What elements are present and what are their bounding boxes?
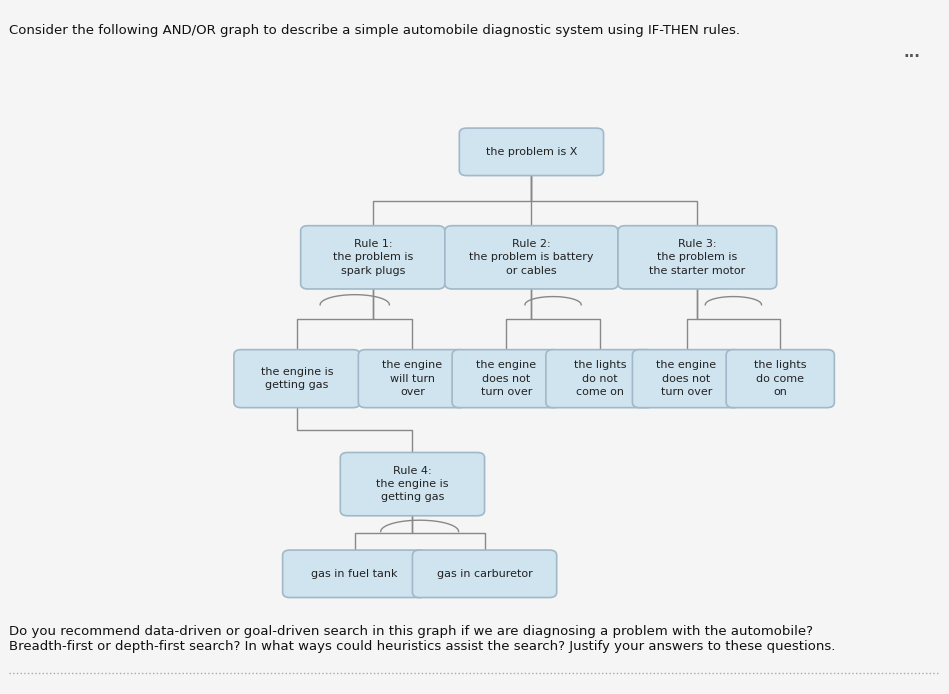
FancyBboxPatch shape (546, 350, 654, 407)
Text: the problem is X: the problem is X (486, 147, 577, 157)
Text: gas in fuel tank: gas in fuel tank (311, 569, 398, 579)
Text: Do you recommend data-driven or goal-driven search in this graph if we are diagn: Do you recommend data-driven or goal-dri… (9, 625, 836, 652)
FancyBboxPatch shape (632, 350, 740, 407)
FancyBboxPatch shape (452, 350, 560, 407)
Text: ...: ... (903, 45, 921, 60)
Text: Rule 1:
the problem is
spark plugs: Rule 1: the problem is spark plugs (333, 239, 413, 276)
Text: Rule 4:
the engine is
getting gas: Rule 4: the engine is getting gas (376, 466, 449, 502)
Text: the engine
does not
turn over: the engine does not turn over (476, 360, 536, 397)
FancyBboxPatch shape (341, 452, 485, 516)
FancyBboxPatch shape (413, 550, 557, 598)
Text: the engine
does not
turn over: the engine does not turn over (657, 360, 716, 397)
Text: the lights
do come
on: the lights do come on (754, 360, 807, 397)
Text: the engine
will turn
over: the engine will turn over (382, 360, 442, 397)
FancyBboxPatch shape (445, 226, 618, 289)
FancyBboxPatch shape (283, 550, 427, 598)
Text: gas in carburetor: gas in carburetor (437, 569, 532, 579)
Text: Rule 3:
the problem is
the starter motor: Rule 3: the problem is the starter motor (649, 239, 746, 276)
FancyBboxPatch shape (233, 350, 360, 407)
Text: Rule 2:
the problem is battery
or cables: Rule 2: the problem is battery or cables (469, 239, 594, 276)
FancyBboxPatch shape (359, 350, 467, 407)
Text: the lights
do not
come on: the lights do not come on (574, 360, 626, 397)
FancyBboxPatch shape (618, 226, 776, 289)
FancyBboxPatch shape (301, 226, 445, 289)
FancyBboxPatch shape (459, 128, 604, 176)
FancyBboxPatch shape (726, 350, 834, 407)
Text: Consider the following AND/OR graph to describe a simple automobile diagnostic s: Consider the following AND/OR graph to d… (9, 24, 740, 37)
Text: the engine is
getting gas: the engine is getting gas (261, 367, 333, 390)
